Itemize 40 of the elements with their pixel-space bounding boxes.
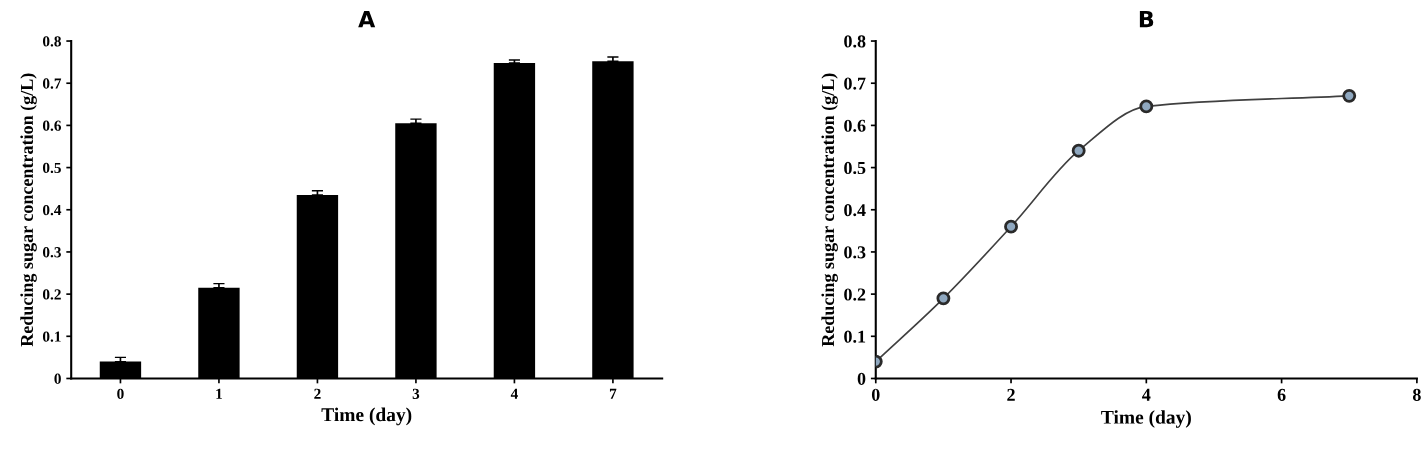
y-tick-label: 0.5	[42, 162, 61, 174]
y-tick-label: 0.2	[844, 288, 866, 301]
x-tick-label: 3	[412, 388, 420, 399]
y-tick-label: 0.3	[844, 246, 866, 259]
x-tick-label: 1	[216, 388, 222, 399]
x-tick-label: 4	[1142, 388, 1151, 401]
y-tick-label: 0.2	[42, 289, 61, 300]
point	[1342, 88, 1357, 103]
x-axis-title: Time (day)	[1101, 410, 1191, 428]
x-axis-title: Time (day)	[321, 407, 412, 426]
y-tick-label: 0.5	[844, 161, 866, 175]
y-tick-label: 0.7	[42, 78, 62, 89]
point	[1139, 99, 1154, 114]
chart-title: B	[1139, 10, 1154, 28]
x-tick-label: 0	[871, 388, 880, 401]
y-tick-label: 0.4	[42, 204, 62, 216]
y-axis-title: Reducing sugar concentration (g/L)	[821, 73, 838, 347]
x-tick-label: 0	[117, 388, 124, 399]
y-tick-label: 0	[857, 372, 866, 385]
x-tick-label: 6	[1277, 388, 1286, 401]
point	[1071, 143, 1086, 158]
y-tick-label: 0.8	[42, 36, 61, 47]
y-tick-label: 0.4	[844, 204, 866, 217]
y-tick-label: 0.6	[844, 119, 866, 132]
y-tick-label: 0.8	[844, 35, 866, 48]
x-tick-label: 2	[314, 388, 321, 399]
x-tick-label: 2	[1007, 388, 1015, 401]
y-tick-label: 0.1	[844, 330, 866, 343]
x-tick-label: 8	[1412, 388, 1421, 401]
x-tick-label: 4	[510, 388, 518, 399]
y-tick-label: 0.1	[42, 331, 61, 342]
point	[1004, 219, 1018, 234]
y-tick-label: 0	[54, 373, 61, 384]
y-tick-label: 0.7	[844, 77, 866, 90]
point	[936, 291, 951, 306]
y-tick-label: 0.3	[42, 247, 61, 258]
x-tick-label: 7	[609, 388, 617, 399]
y-tick-label: 0.6	[42, 120, 62, 131]
y-axis-title: Reducing sugar concentration (g/L)	[20, 73, 37, 347]
chart-title: A	[358, 10, 376, 28]
